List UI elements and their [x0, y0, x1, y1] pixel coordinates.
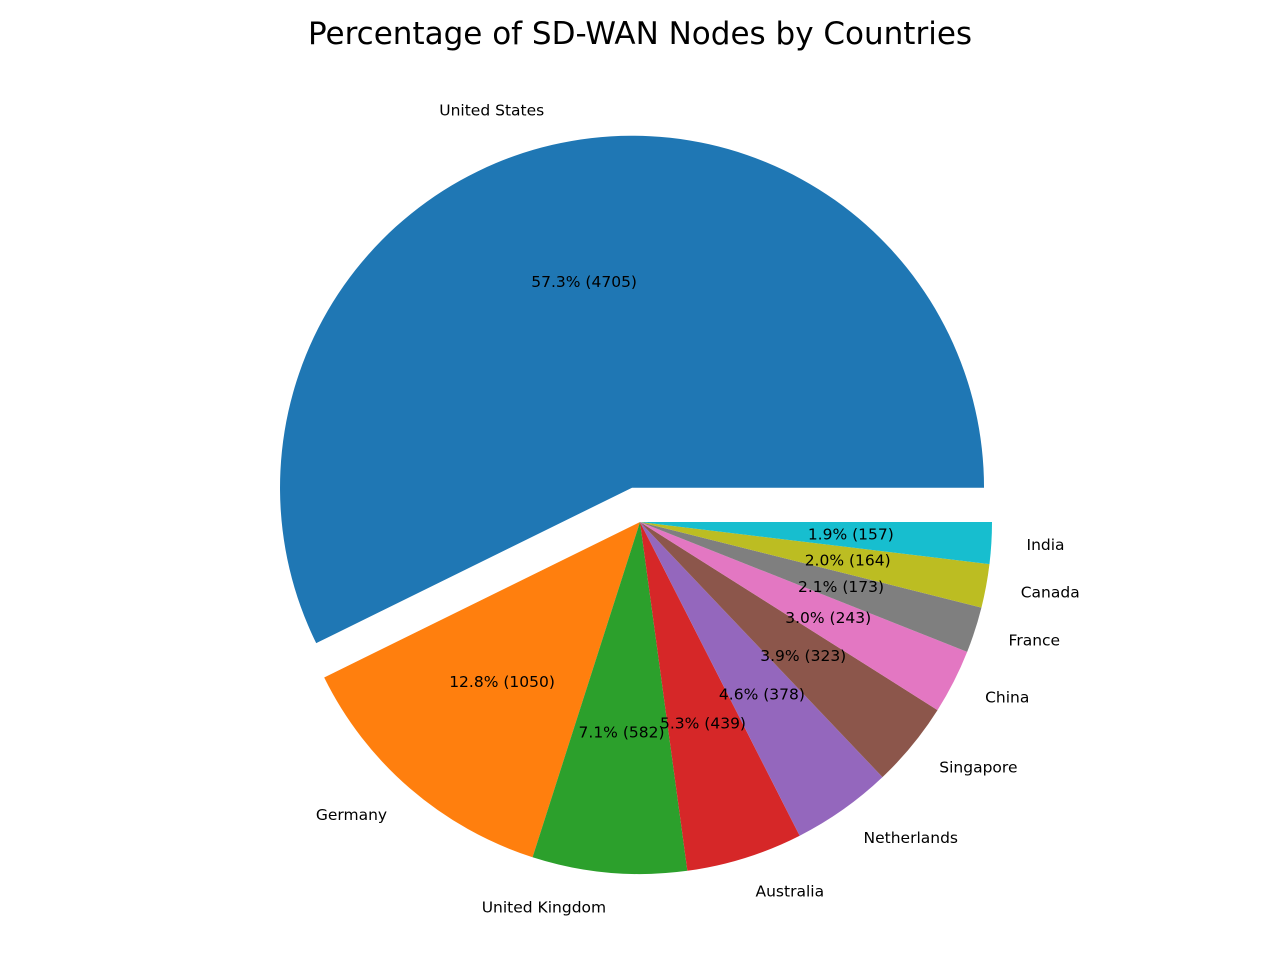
- slice-value-label-netherlands: 4.6% (378): [719, 685, 805, 703]
- slice-value-label-china: 3.0% (243): [785, 609, 871, 627]
- slice-category-label-canada: Canada: [1021, 583, 1080, 601]
- pie-slice-canada: [640, 522, 990, 608]
- pie-slice-germany: [324, 522, 640, 858]
- slice-value-label-india: 1.9% (157): [808, 526, 894, 544]
- pie-slice-china: [640, 522, 968, 711]
- slices-layer: [280, 135, 992, 874]
- slice-category-label-china: China: [985, 689, 1029, 707]
- pie-slice-australia: [640, 522, 800, 871]
- slice-value-label-france: 2.1% (173): [798, 578, 884, 596]
- slice-category-label-australia: Australia: [756, 883, 825, 901]
- slice-category-label-germany: Germany: [316, 806, 387, 824]
- slice-value-label-united-states: 57.3% (4705): [531, 273, 637, 291]
- slice-value-label-germany: 12.8% (1050): [449, 673, 555, 691]
- slice-category-label-united-states: United States: [439, 102, 544, 120]
- pie-slice-singapore: [640, 522, 938, 778]
- labels-layer: 57.3% (4705) United States 12.8% (1050) Ger…: [316, 102, 1080, 917]
- pie-slice-france: [640, 522, 982, 652]
- slice-value-label-canada: 2.0% (164): [805, 551, 891, 569]
- pie-slice-united-kingdom: [532, 522, 688, 874]
- slice-category-label-united-kingdom: United Kingdom: [482, 899, 606, 917]
- pie-slice-united-states: [280, 135, 985, 644]
- chart-title: Percentage of SD-WAN Nodes by Countries: [307, 16, 973, 52]
- slice-category-label-france: France: [1009, 632, 1061, 650]
- pie-slice-netherlands: [640, 522, 883, 836]
- slice-value-label-australia: 5.3% (439): [660, 715, 746, 733]
- slice-category-label-singapore: Singapore: [939, 759, 1017, 777]
- pie-slice-india: [640, 522, 992, 565]
- slice-category-label-india: India: [1027, 536, 1065, 554]
- slice-value-label-singapore: 3.9% (323): [760, 647, 846, 665]
- slice-category-label-netherlands: Netherlands: [864, 829, 958, 847]
- slice-value-label-united-kingdom: 7.1% (582): [579, 723, 665, 741]
